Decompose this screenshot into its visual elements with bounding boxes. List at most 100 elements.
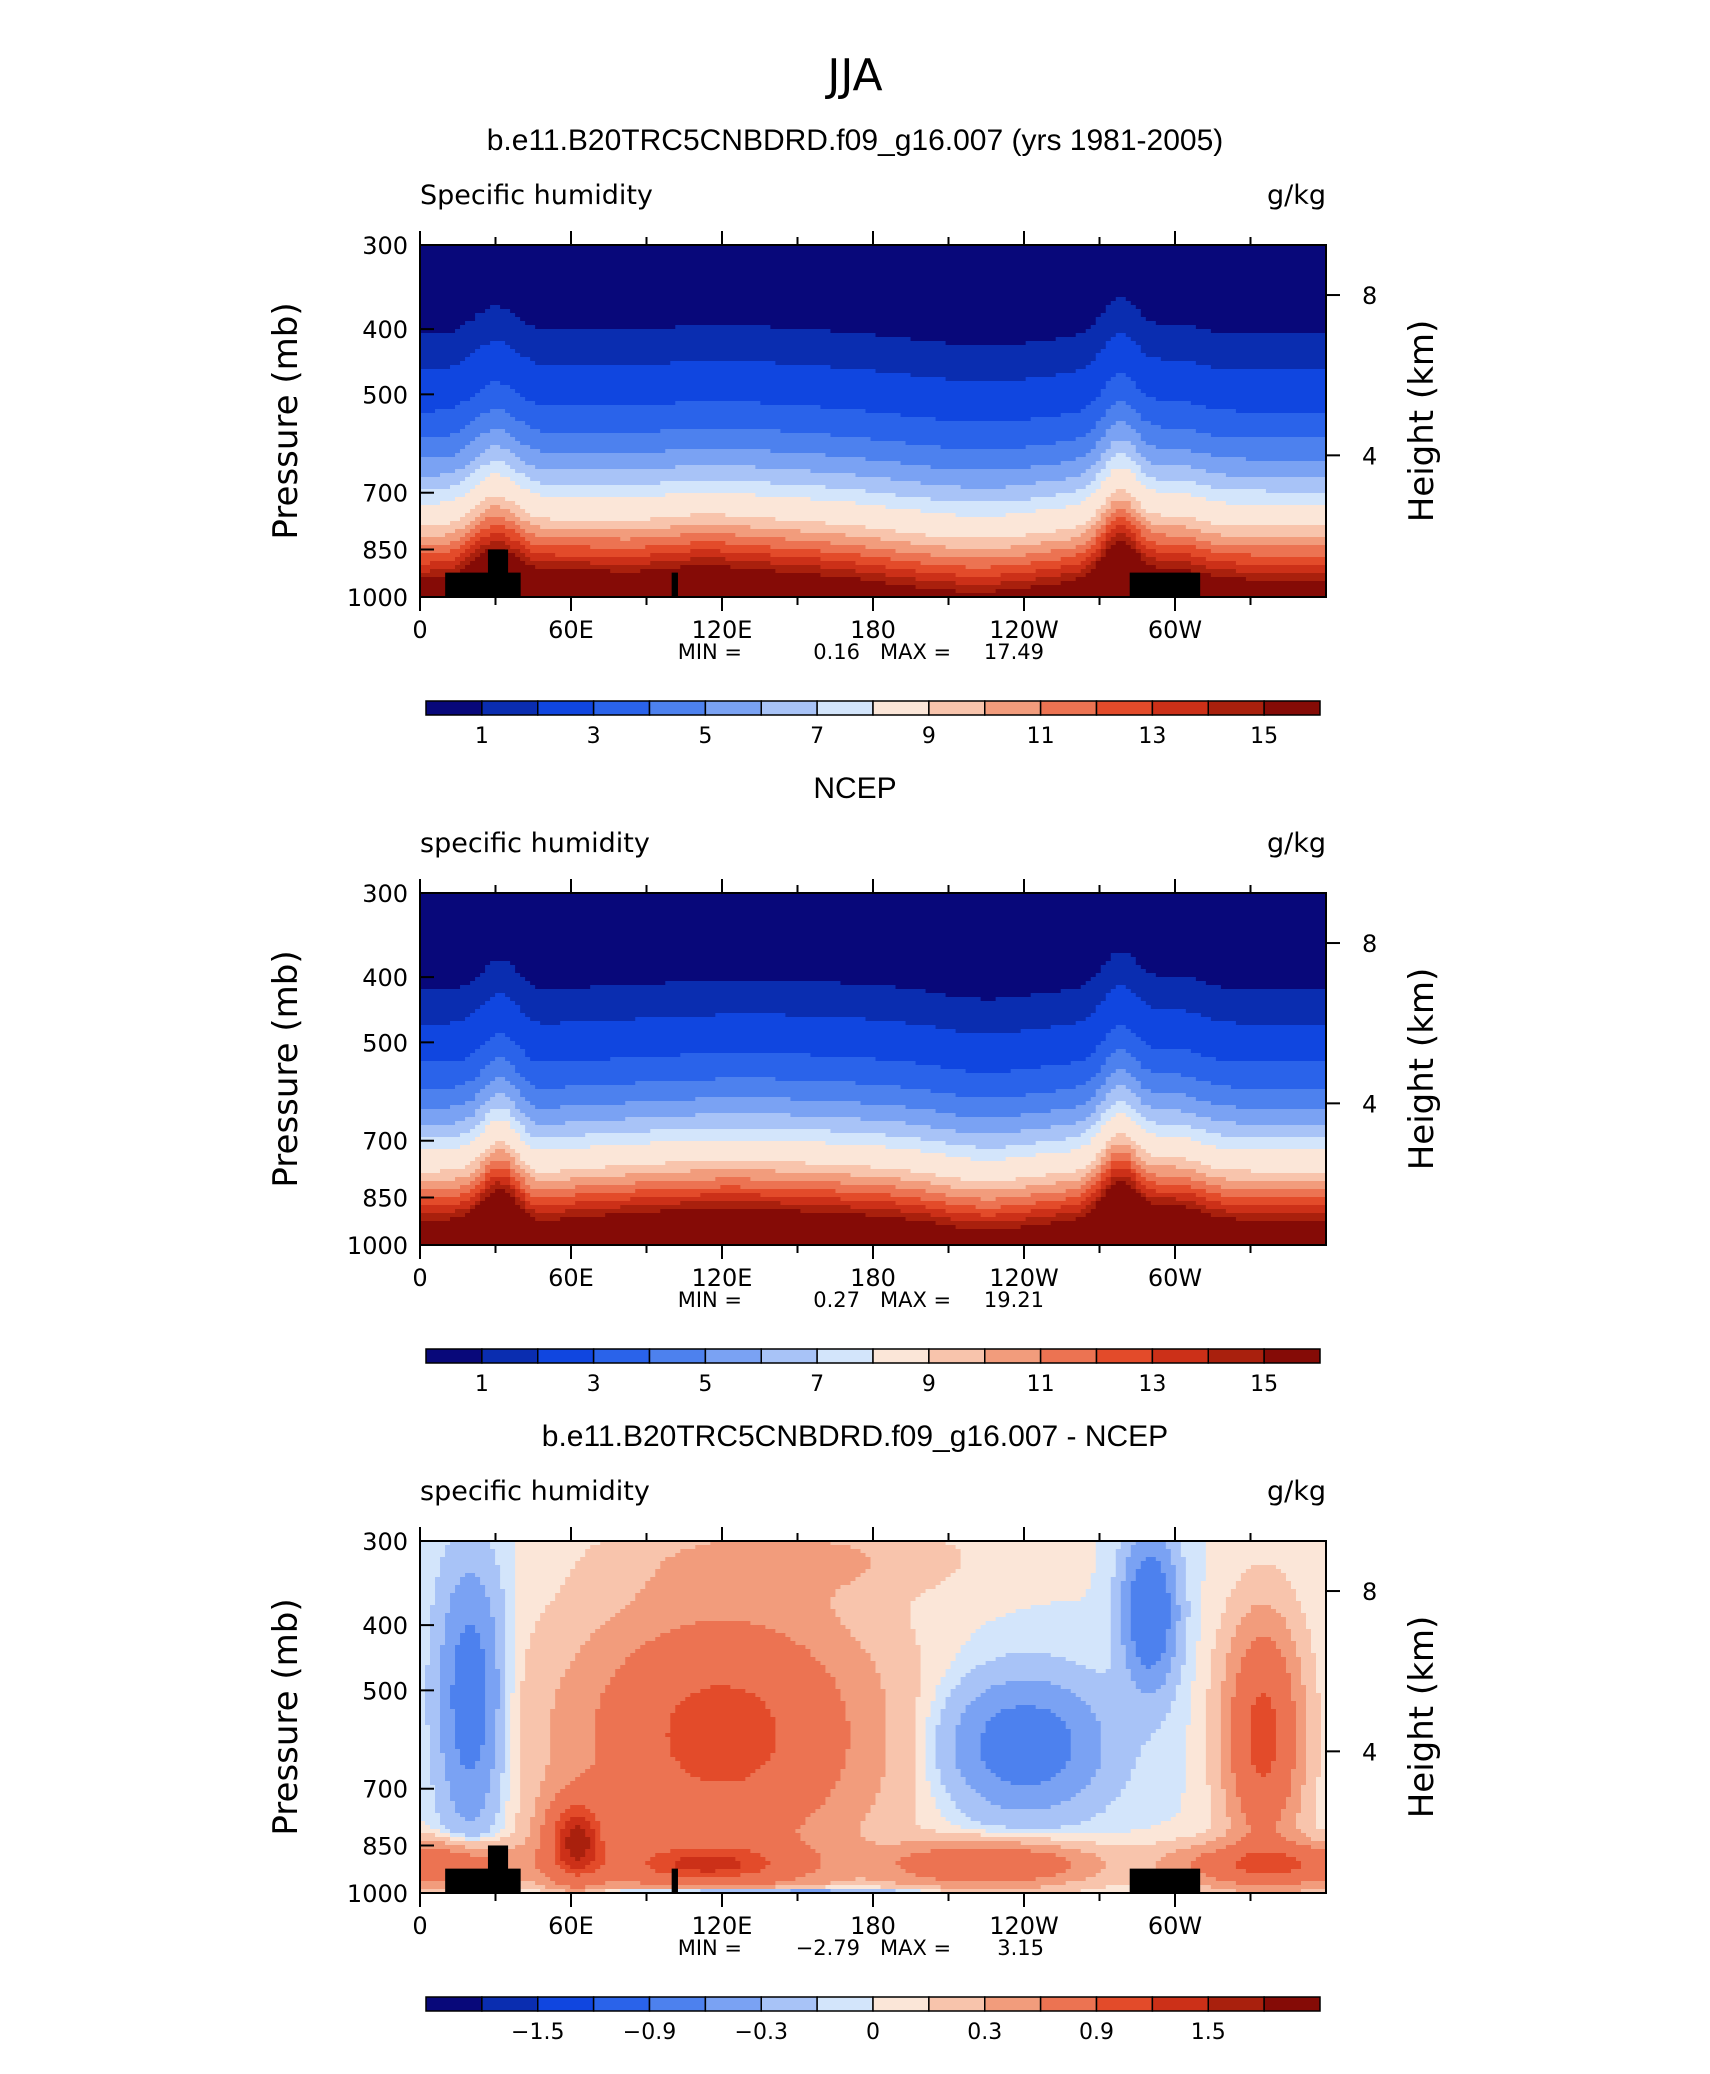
contour-cell xyxy=(1065,1657,1112,1662)
contour-cell xyxy=(1200,1633,1217,1638)
contour-cell xyxy=(790,1097,1092,1102)
contour-cell xyxy=(1095,1093,1107,1098)
contour-cell xyxy=(940,1713,962,1718)
contour-cell xyxy=(1120,1629,1132,1634)
contour-cell xyxy=(1095,533,1102,538)
contour-cell xyxy=(910,1617,997,1622)
contour-cell xyxy=(1185,1637,1202,1642)
variable-label: specific humidity xyxy=(420,828,650,859)
contour-cell xyxy=(1235,1677,1292,1682)
contour-cell xyxy=(420,1737,431,1742)
height-tick-label: 4 xyxy=(1362,442,1377,470)
contour-cell xyxy=(485,1661,496,1666)
contour-cell xyxy=(765,1761,847,1766)
contour-cell xyxy=(440,1737,456,1742)
contour-cell xyxy=(420,1177,456,1182)
contour-cell xyxy=(1035,1705,1092,1710)
contour-cell xyxy=(420,1865,501,1870)
contour-cell xyxy=(1130,1549,1172,1554)
contour-cell xyxy=(1085,1701,1172,1706)
contour-cell xyxy=(750,1773,842,1778)
contour-cell xyxy=(680,533,736,538)
contour-cell xyxy=(455,1733,486,1738)
contour-cell xyxy=(1095,1813,1177,1818)
contour-cell xyxy=(710,1541,832,1546)
contour-cell xyxy=(1165,1541,1182,1546)
pressure-tick-label: 300 xyxy=(362,1528,408,1556)
contour-cell xyxy=(740,1873,807,1878)
contour-cell xyxy=(1245,577,1327,582)
contour-cell xyxy=(420,1633,431,1638)
contour-cell xyxy=(1275,1745,1297,1750)
contour-cell xyxy=(665,493,756,498)
contour-cell xyxy=(950,1797,987,1802)
contour-cell xyxy=(420,261,1327,266)
contour-cell xyxy=(420,1077,476,1082)
contour-cell xyxy=(1295,1705,1307,1710)
contour-cell xyxy=(500,1701,506,1706)
contour-cell xyxy=(1175,1837,1217,1842)
contour-cell xyxy=(1315,1661,1327,1666)
contour-cell xyxy=(1100,389,1142,394)
contour-cell xyxy=(760,1869,817,1874)
contour-cell xyxy=(420,1049,476,1054)
contour-cell xyxy=(1135,477,1157,482)
contour-cell xyxy=(775,1717,847,1722)
contour-cell xyxy=(1205,1549,1327,1554)
contour-cell xyxy=(420,1721,426,1726)
contour-cell xyxy=(1105,1077,1137,1082)
contour-cell xyxy=(495,1625,506,1630)
contour-cell xyxy=(1105,1865,1157,1870)
contour-cell xyxy=(500,1777,511,1782)
contour-cell xyxy=(935,1797,952,1802)
contour-cell xyxy=(475,525,491,530)
contour-cell xyxy=(435,1809,456,1814)
contour-cell xyxy=(845,533,927,538)
contour-cell xyxy=(490,1777,501,1782)
contour-cell xyxy=(1095,1713,1167,1718)
contour-cell xyxy=(485,1101,516,1106)
contour-cell xyxy=(1130,1669,1172,1674)
pressure-tick-label: 300 xyxy=(362,880,408,908)
contour-cell xyxy=(1205,1725,1222,1730)
contour-cell xyxy=(1190,1697,1207,1702)
contour-cell xyxy=(480,1069,516,1074)
contour-cell xyxy=(980,1693,1077,1698)
contour-cell xyxy=(520,1089,932,1094)
contour-cell xyxy=(835,1781,882,1786)
contour-cell xyxy=(1120,1625,1132,1630)
contour-cell xyxy=(420,469,456,474)
contour-cell xyxy=(570,1853,586,1858)
contour-cell xyxy=(495,1753,506,1758)
contour-cell xyxy=(1035,1201,1082,1206)
contour-cell xyxy=(1300,1673,1317,1678)
contour-cell xyxy=(505,1597,516,1602)
contour-cell xyxy=(690,549,721,554)
contour-cell xyxy=(1295,1597,1327,1602)
contour-cell xyxy=(1100,1181,1112,1186)
contour-cell xyxy=(735,1857,766,1862)
contour-cell xyxy=(530,1645,581,1650)
contour-cell xyxy=(420,1221,937,1226)
contour-cell xyxy=(505,1673,516,1678)
contour-cell xyxy=(435,1785,451,1790)
contour-cell xyxy=(1230,1713,1252,1718)
contour-cell xyxy=(1220,1193,1327,1198)
contour-cell xyxy=(560,1829,571,1834)
contour-cell xyxy=(540,1793,556,1798)
contour-cell xyxy=(520,1009,1097,1014)
contour-cell xyxy=(1215,1837,1242,1842)
contour-cell xyxy=(915,1793,932,1798)
contour-cell xyxy=(1095,1205,1187,1210)
contour-cell xyxy=(425,1681,441,1686)
contour-cell xyxy=(925,1761,937,1766)
contour-cell xyxy=(1105,541,1117,546)
contour-cell xyxy=(515,1149,922,1154)
contour-cell xyxy=(485,477,511,482)
contour-cell xyxy=(1215,1637,1232,1642)
contour-cell xyxy=(420,413,481,418)
contour-cell xyxy=(485,449,511,454)
contour-cell xyxy=(515,1653,526,1658)
contour-cell xyxy=(435,1789,451,1794)
